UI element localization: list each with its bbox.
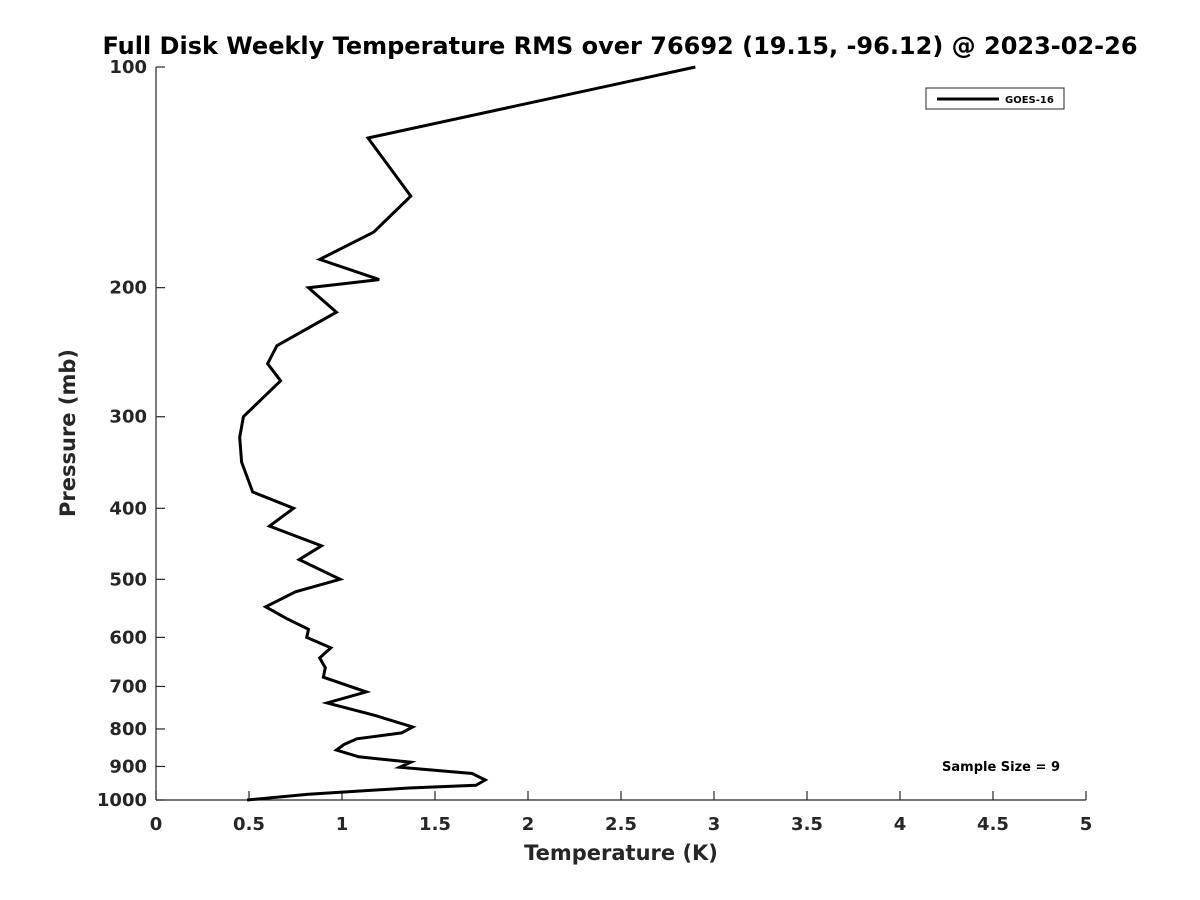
- y-ticks: 100 200 300 400 500 600 700 800 900 1000: [97, 57, 165, 811]
- y-tick-label: 400: [109, 498, 147, 519]
- legend: GOES-16: [925, 87, 1065, 110]
- x-tick-label: 3: [708, 814, 721, 835]
- sample-size-annotation: Sample Size = 9: [942, 760, 1060, 775]
- legend-label-goes-16: GOES-16: [1005, 95, 1054, 106]
- series-line-goes-16: [238, 65, 696, 802]
- series-layer: [238, 65, 696, 802]
- x-axis-label: Temperature (K): [524, 841, 718, 865]
- x-tick-label: 2.5: [605, 814, 637, 835]
- y-tick-label: 900: [109, 756, 147, 777]
- y-tick-label: 700: [109, 676, 147, 697]
- x-tick-label: 3.5: [791, 814, 823, 835]
- x-tick-label: 5: [1080, 814, 1093, 835]
- x-tick-label: 4.5: [977, 814, 1009, 835]
- x-tick-label: 0: [150, 814, 163, 835]
- plot-area: 0 0.5 1 1.5 2 2.5 3 3.5 4 4.5 5 100 200 300 400 500 600…: [97, 57, 1092, 835]
- y-tick-label: 1000: [97, 790, 147, 811]
- y-tick-label: 300: [109, 407, 147, 428]
- y-tick-label: 100: [109, 57, 147, 78]
- x-tick-label: 0.5: [233, 814, 265, 835]
- y-tick-label: 800: [109, 719, 147, 740]
- chart-title: Full Disk Weekly Temperature RMS over 76…: [102, 32, 1137, 60]
- x-tick-label: 1: [336, 814, 349, 835]
- y-tick-label: 500: [109, 569, 147, 590]
- y-tick-label: 600: [109, 627, 147, 648]
- x-tick-label: 2: [522, 814, 535, 835]
- y-tick-label: 200: [109, 278, 147, 299]
- y-axis-label: Pressure (mb): [56, 349, 80, 517]
- x-tick-label: 1.5: [419, 814, 451, 835]
- x-ticks: 0 0.5 1 1.5 2 2.5 3 3.5 4 4.5 5: [150, 791, 1093, 835]
- x-tick-label: 4: [894, 814, 907, 835]
